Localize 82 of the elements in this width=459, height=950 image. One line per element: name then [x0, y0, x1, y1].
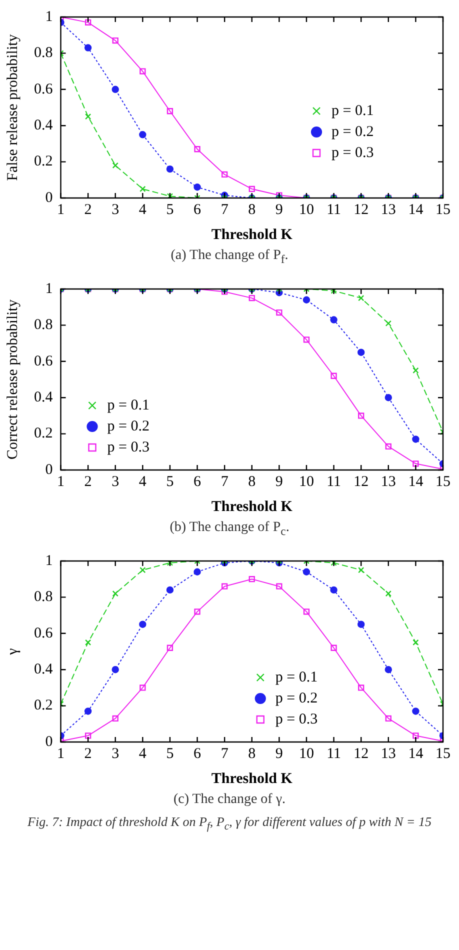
- x-tick-label: 8: [248, 202, 256, 218]
- x-tick-label: 15: [436, 474, 450, 490]
- x-tick-label: 9: [275, 746, 283, 762]
- x-tick-label: 13: [380, 746, 396, 762]
- x-axis-title: Threshold K: [211, 770, 293, 786]
- legend-label: p = 0.2: [275, 690, 318, 706]
- y-axis-title: False release probability: [4, 34, 21, 181]
- y-tick-label: 1: [45, 280, 53, 297]
- x-tick-label: 2: [84, 202, 92, 218]
- y-tick-label: 0.4: [34, 389, 54, 406]
- y-tick-label: 0.4: [34, 118, 54, 134]
- y-tick-label: 0.6: [34, 624, 54, 641]
- text: (c) The change of γ.: [172, 792, 287, 808]
- x-tick-label: 8: [248, 474, 256, 490]
- legend-label: p = 0.3: [275, 711, 318, 728]
- x-tick-label: 5: [166, 202, 174, 218]
- y-tick-label: 0.2: [34, 697, 53, 714]
- x-tick-label: 7: [220, 202, 229, 218]
- x-tick-label: 14: [408, 202, 424, 218]
- x-tick-label: 3: [112, 474, 120, 490]
- x-tick-label: 9: [275, 474, 283, 490]
- x-tick-label: 6: [194, 202, 202, 218]
- x-tick-label: 6: [194, 474, 202, 490]
- y-axis-title: γ: [4, 647, 21, 656]
- y-tick-label: 0: [45, 462, 53, 478]
- x-tick-label: 14: [408, 746, 424, 762]
- x-tick-label: 4: [138, 202, 147, 218]
- x-tick-label: 10: [298, 474, 314, 490]
- y-tick-label: 1: [45, 552, 53, 569]
- x-tick-label: 1: [57, 746, 64, 762]
- x-tick-label: 11: [326, 746, 342, 762]
- x-tick-label: 7: [220, 746, 229, 762]
- x-tick-label: 8: [248, 746, 256, 762]
- x-tick-label: 2: [84, 474, 92, 490]
- y-tick-label: 0: [45, 190, 53, 206]
- x-tick-label: 12: [354, 746, 369, 762]
- y-tick-label: 0.2: [34, 426, 53, 442]
- x-tick-label: 4: [138, 474, 147, 490]
- legend-label: p = 0.3: [332, 144, 374, 161]
- x-tick-label: 6: [194, 746, 202, 762]
- x-tick-label: 2: [84, 746, 92, 762]
- y-tick-label: 1: [45, 8, 53, 25]
- text: (b) The change of P$_{c}$.: [168, 520, 290, 538]
- text: (a) The change of P$_{f}$.: [170, 248, 290, 266]
- legend-label: p = 0.1: [332, 102, 374, 119]
- y-tick-label: 0: [45, 734, 53, 750]
- y-tick-label: 0.6: [34, 353, 54, 370]
- y-axis-title: Correct release probability: [4, 298, 21, 460]
- legend-label: p = 0.2: [107, 418, 150, 434]
- x-tick-label: 12: [354, 474, 369, 490]
- x-tick-label: 3: [112, 202, 120, 218]
- x-tick-label: 14: [408, 474, 424, 490]
- legend-label: p = 0.2: [332, 124, 374, 140]
- legend-label: p = 0.1: [107, 397, 150, 414]
- y-tick-label: 0.8: [34, 588, 53, 605]
- x-tick-label: 11: [326, 202, 342, 218]
- x-tick-label: 12: [354, 202, 369, 218]
- x-tick-label: 10: [298, 202, 314, 218]
- x-tick-label: 11: [326, 474, 342, 490]
- x-axis-title: Threshold K: [211, 498, 293, 515]
- x-tick-label: 5: [166, 474, 174, 490]
- x-tick-label: 1: [57, 202, 64, 218]
- x-tick-label: 3: [112, 746, 120, 762]
- x-tick-label: 1: [57, 474, 64, 490]
- x-tick-label: 5: [166, 746, 174, 762]
- x-tick-label: 13: [380, 474, 396, 490]
- x-tick-label: 4: [138, 746, 147, 762]
- y-tick-label: 0.8: [34, 316, 53, 333]
- x-tick-label: 15: [436, 202, 450, 218]
- legend-label: p = 0.1: [275, 669, 318, 686]
- y-tick-label: 0.4: [34, 661, 54, 678]
- y-tick-label: 0.2: [34, 154, 53, 170]
- x-axis-title: Threshold K: [211, 226, 293, 243]
- caption: Fig. 7: Impact of threshold K on P$_{f}$, P$_{c}$, γ for different values of p with N = 15: [26, 814, 432, 832]
- x-tick-label: 15: [436, 746, 450, 762]
- legend-label: p = 0.3: [107, 439, 150, 456]
- x-tick-label: 9: [275, 202, 283, 218]
- x-tick-label: 7: [220, 474, 229, 490]
- x-tick-label: 10: [298, 746, 314, 762]
- y-tick-label: 0.6: [34, 81, 54, 98]
- y-tick-label: 0.8: [34, 45, 53, 62]
- x-tick-label: 13: [380, 202, 396, 218]
